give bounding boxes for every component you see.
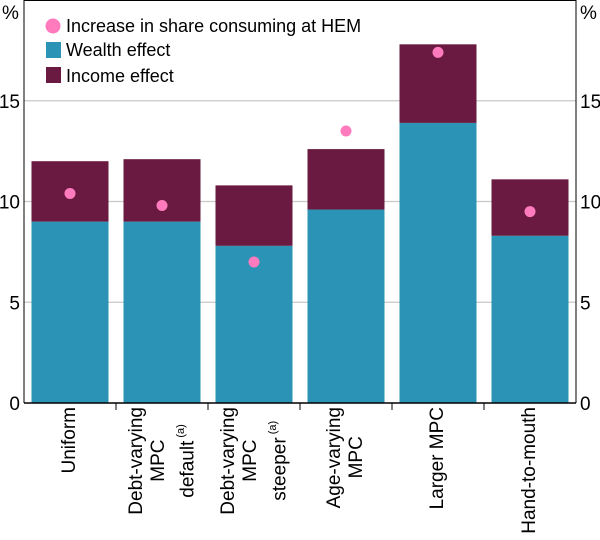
bar-wealth-effect: [31, 221, 109, 403]
dot-hem-share: [64, 187, 76, 199]
x-tick-label: Larger MPC: [427, 407, 449, 509]
legend-label-wealth: Wealth effect: [66, 40, 170, 60]
y-tick-label-right: 5: [580, 293, 591, 314]
x-tick-label: Debt-varying MPC default (a): [126, 407, 199, 515]
x-tick-label-line: Hand-to-mouth: [519, 407, 540, 534]
y-tick-label-left: 5: [9, 293, 20, 314]
legend-dot-icon: [45, 18, 61, 34]
bar-wealth-effect: [123, 221, 201, 403]
footnote-marker: (a): [266, 420, 279, 438]
x-tick-label-line: MPC: [147, 439, 169, 482]
bar-wealth-effect: [399, 122, 477, 403]
y-tick-label-left: 10: [0, 193, 20, 214]
y-axis-unit-left: %: [2, 3, 19, 24]
x-tick-label-line: Larger MPC: [427, 407, 448, 510]
dot-hem-share: [248, 256, 260, 268]
bar-income-effect: [123, 159, 201, 222]
x-tick-label: Debt-varying MPC steeper (a): [218, 407, 291, 515]
x-tick-label-line: Age-varying: [324, 407, 345, 509]
legend-label-hem: Increase in share consuming at HEM: [66, 16, 361, 36]
x-tick-label-line: Debt-varying: [125, 407, 147, 515]
x-tick-label-line: Debt-varying: [217, 407, 239, 515]
dot-hem-share: [156, 200, 168, 212]
legend-swatch-wealth: [46, 42, 61, 58]
dot-hem-share: [340, 125, 352, 137]
footnote-marker: (a): [174, 424, 187, 441]
x-tick-label-line: Uniform: [59, 407, 80, 474]
y-axis-unit-right: %: [580, 3, 597, 24]
legend-label-income: Income effect: [66, 66, 174, 86]
y-tick-label-right: 15: [580, 92, 600, 113]
x-tick-label: Age-varying MPC: [324, 407, 368, 508]
bar-income-effect: [307, 149, 385, 210]
x-tick-label-line: default (a): [174, 424, 198, 498]
y-tick-label-right: 10: [580, 193, 600, 214]
bar-wealth-effect: [491, 235, 569, 403]
x-tick-label: Hand-to-mouth: [519, 407, 541, 534]
bar-income-effect: [215, 185, 293, 246]
bar-wealth-effect: [215, 245, 293, 403]
bar-wealth-effect: [307, 209, 385, 403]
legend-swatch-income: [46, 67, 61, 83]
x-tick-label-line: MPC: [239, 439, 261, 482]
x-tick-label-line: MPC: [346, 436, 367, 479]
y-tick-label-left: 0: [9, 394, 20, 415]
y-tick-label-right: 0: [580, 394, 591, 415]
dot-hem-share: [432, 46, 444, 58]
x-tick-label: Uniform: [59, 407, 81, 474]
dot-hem-share: [524, 206, 536, 218]
y-tick-label-left: 15: [0, 92, 20, 113]
x-tick-label-line: steeper (a): [266, 420, 290, 501]
